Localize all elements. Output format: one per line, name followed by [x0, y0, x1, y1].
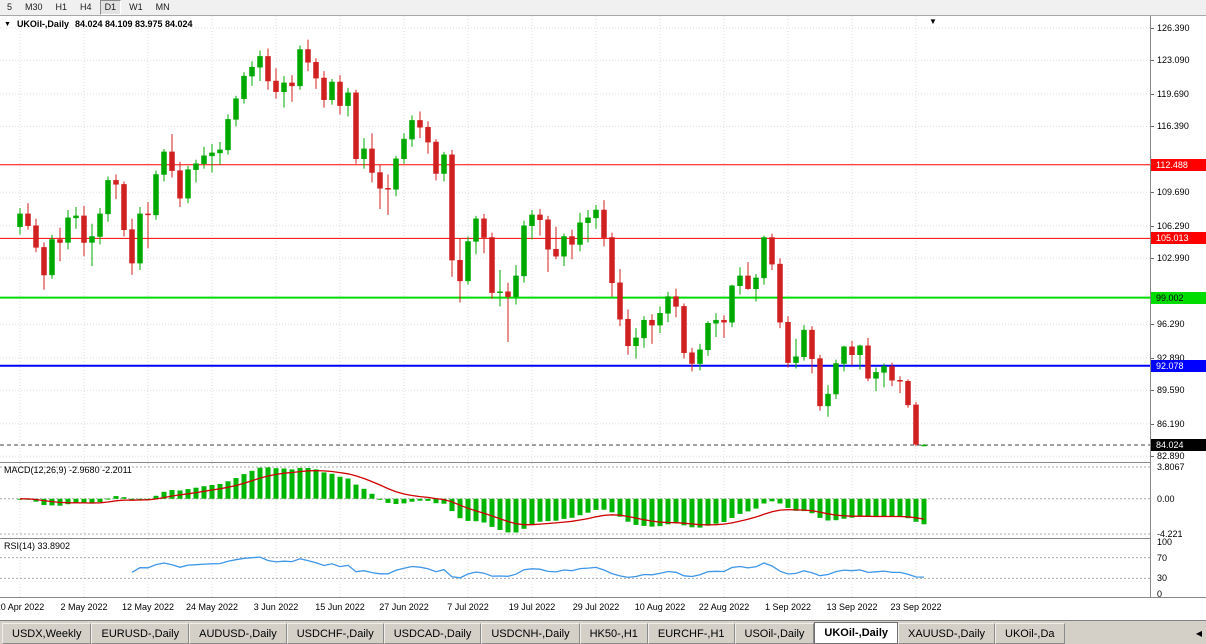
price-line-badge: 99.002	[1151, 292, 1206, 304]
price-tick-label: 89.590	[1157, 385, 1185, 395]
macd-name: MACD(12,26,9)	[4, 465, 67, 475]
macd-axis-label: 0.00	[1157, 494, 1175, 504]
chart-tab-usdcnh-daily[interactable]: USDCNH-,Daily	[481, 623, 580, 644]
chart-tab-usdchf-daily[interactable]: USDCHF-,Daily	[286, 623, 384, 644]
chart-tab-eurusd-daily[interactable]: EURUSD-,Daily	[91, 623, 190, 644]
price-line-badge: 105.013	[1151, 232, 1206, 244]
rsi-axis-label: 100	[1157, 537, 1173, 547]
rsi-axis-label: 70	[1157, 553, 1168, 563]
chart-tab-eurchf-h1[interactable]: EURCHF-,H1	[647, 623, 735, 644]
price-line-badge: 112.488	[1151, 159, 1206, 171]
rsi-value: 33.8902	[37, 541, 71, 551]
date-tick-label: 7 Jul 2022	[447, 602, 489, 612]
chart-shift-marker-icon[interactable]: ▼	[929, 17, 937, 26]
price-tick-label: 96.290	[1157, 319, 1185, 329]
price-chart-panel[interactable]: ▼ UKOil-,Daily 84.024 84.109 83.975 84.0…	[0, 16, 1150, 462]
macd-panel[interactable]: MACD(12,26,9) -2.9680 -2.2011	[0, 462, 1150, 538]
rsi-panel[interactable]: RSI(14) 33.8902	[0, 538, 1150, 597]
price-tick-label: 116.390	[1157, 121, 1189, 131]
rsi-axis-label: 0	[1157, 589, 1163, 599]
price-tick-label: 123.090	[1157, 55, 1190, 65]
macd-plot	[0, 463, 1150, 538]
timeframe-toolbar: 5 M30 H1 H4 D1 W1 MN	[0, 0, 1206, 16]
date-tick-label: 13 Sep 2022	[826, 602, 878, 612]
price-tick-label: 92.890	[1157, 353, 1185, 363]
price-axis[interactable]: 126.390 123.090 119.690 116.390 109.690 106.2…	[1150, 16, 1206, 599]
rsi-plot	[0, 539, 1150, 597]
chart-tab-usdx-weekly[interactable]: USDX,Weekly	[2, 623, 92, 644]
macd-values: -2.9680 -2.2011	[69, 465, 132, 475]
timeframe-button-h1[interactable]: H1	[55, 2, 68, 12]
date-tick-label: 29 Jul 2022	[572, 602, 620, 612]
chart-tabs: USDX,Weekly EURUSD-,Daily AUDUSD-,Daily USD…	[0, 621, 1188, 644]
date-axis: 20 Apr 2022 2 May 2022 12 May 2022 24 May 2…	[0, 597, 1206, 620]
date-tick-label: 3 Jun 2022	[253, 602, 299, 612]
date-tick-label: 22 Aug 2022	[698, 602, 750, 612]
tab-scroll-left-icon[interactable]: ◀	[1195, 629, 1202, 638]
date-tick-label: 2 May 2022	[60, 602, 108, 612]
date-tick-label: 15 Jun 2022	[315, 602, 365, 612]
chart-tab-usdcad-daily[interactable]: USDCAD-,Daily	[383, 623, 482, 644]
date-tick-label: 19 Jul 2022	[508, 602, 556, 612]
price-tick-label: 82.890	[1157, 451, 1185, 461]
chart-ohlc-values: 84.024 84.109 83.975 84.024	[74, 19, 193, 29]
date-tick-label: 12 May 2022	[121, 602, 175, 612]
timeframe-button-mn[interactable]: MN	[155, 2, 170, 12]
macd-axis-label: -4.221	[1157, 529, 1183, 539]
chart-tab-ukoil-daily[interactable]: UKOil-,Daily	[814, 622, 898, 644]
chart-tab-audusd-daily[interactable]: AUDUSD-,Daily	[189, 623, 287, 644]
candlestick-chart	[0, 16, 1150, 462]
timeframe-button-h4[interactable]: H4	[80, 2, 92, 12]
chart-menu-icon[interactable]: ▼	[4, 20, 11, 28]
price-line-badge: 92.078	[1151, 360, 1206, 372]
current-price-badge: 84.024	[1151, 439, 1206, 451]
price-tick-label: 109.690	[1157, 187, 1190, 197]
rsi-label: RSI(14) 33.8902	[4, 541, 70, 551]
chart-tab-hk50-h1[interactable]: HK50-,H1	[579, 623, 648, 644]
price-tick-label: 86.190	[1157, 419, 1185, 429]
chart-tab-usoil-daily[interactable]: USOil-,Daily	[734, 623, 815, 644]
rsi-name: RSI(14)	[4, 541, 36, 551]
timeframe-button-w1[interactable]: W1	[129, 2, 143, 12]
chart-symbol-period: UKOil-,Daily	[16, 19, 69, 29]
price-tick-label: 106.290	[1157, 221, 1190, 231]
price-tick-label: 119.690	[1157, 89, 1189, 99]
chart-tab-xauusd-daily[interactable]: XAUUSD-,Daily	[898, 623, 996, 644]
chart-tabs-bar: USDX,Weekly EURUSD-,Daily AUDUSD-,Daily USD…	[0, 620, 1206, 644]
chart-title: ▼ UKOil-,Daily 84.024 84.109 83.975 84.0…	[4, 19, 193, 29]
price-tick-label: 102.990	[1157, 253, 1190, 263]
timeframe-button-d1[interactable]: D1	[99, 0, 122, 15]
chart-tab-ukoil-da[interactable]: UKOil-,Da	[995, 623, 1065, 644]
date-tick-label: 1 Sep 2022	[764, 602, 812, 612]
date-tick-label: 24 May 2022	[185, 602, 239, 612]
date-tick-label: 20 Apr 2022	[0, 602, 45, 612]
price-tick-label: 126.390	[1157, 23, 1190, 33]
timeframe-button-m30[interactable]: M30	[25, 2, 43, 12]
date-tick-label: 23 Sep 2022	[890, 602, 942, 612]
date-tick-label: 27 Jun 2022	[379, 602, 429, 612]
rsi-axis-label: 30	[1157, 573, 1168, 583]
timeframe-button-5[interactable]: 5	[7, 2, 13, 12]
macd-label: MACD(12,26,9) -2.9680 -2.2011	[4, 465, 132, 475]
macd-axis-label: 3.8067	[1157, 462, 1185, 472]
date-tick-label: 10 Aug 2022	[634, 602, 686, 612]
